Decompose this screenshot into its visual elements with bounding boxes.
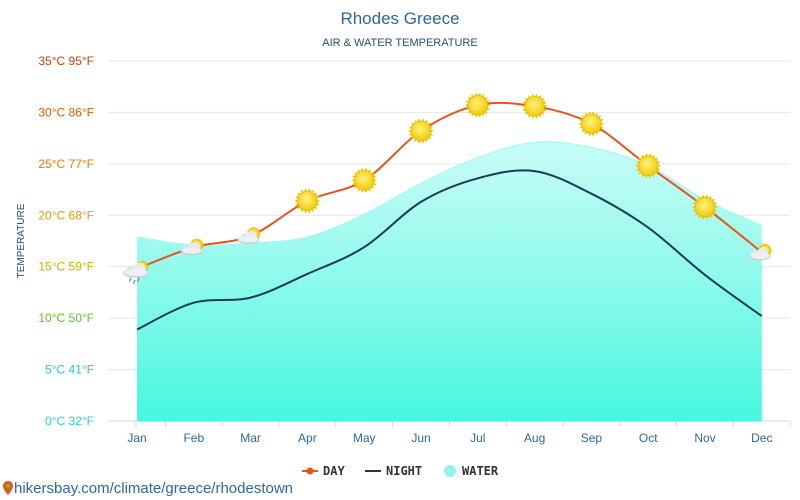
y-tick-label: 30°C 86°F bbox=[38, 105, 94, 119]
chart-subtitle: AIR & WATER TEMPERATURE bbox=[322, 37, 477, 49]
sun-icon bbox=[578, 111, 605, 137]
sun-cloud-icon bbox=[237, 226, 261, 244]
sun-icon bbox=[294, 188, 321, 214]
x-tick-label: Aug bbox=[524, 431, 545, 445]
x-tick-label: Sep bbox=[581, 431, 603, 445]
source-link[interactable]: hikersbay.com/climate/greece/rhodestown bbox=[3, 480, 293, 497]
x-tick-label: Jul bbox=[470, 431, 485, 445]
legend: DAY NIGHT WATER bbox=[302, 464, 499, 478]
sun-icon bbox=[408, 118, 434, 144]
chart-title: Rhodes Greece bbox=[340, 9, 459, 28]
legend-item-day[interactable]: DAY bbox=[302, 464, 345, 478]
cloud-rain-sun-icon bbox=[123, 260, 149, 284]
x-axis: Jan Feb Mar Apr May Jun Jul Aug Sep Oct Nov Dec bbox=[127, 421, 791, 445]
y-tick-label: 35°C 95°F bbox=[38, 54, 94, 68]
legend-day-label: DAY bbox=[323, 464, 345, 478]
x-tick-label: Jan bbox=[127, 431, 146, 445]
source-url: hikersbay.com/climate/greece/rhodestown bbox=[14, 480, 294, 497]
legend-day-marker bbox=[306, 467, 314, 475]
sun-icon bbox=[692, 194, 718, 220]
x-tick-label: Mar bbox=[240, 431, 261, 445]
night-series-line bbox=[136, 169, 763, 331]
y-tick-label: 0°C 32°F bbox=[45, 414, 94, 428]
x-tick-label: Nov bbox=[694, 431, 715, 445]
sun-cloud-icon bbox=[748, 243, 773, 261]
x-tick-label: Jun bbox=[411, 431, 430, 445]
legend-item-night[interactable]: NIGHT bbox=[365, 464, 422, 478]
sun-icon bbox=[351, 167, 377, 193]
y-axis: 0°C 32°F 5°C 41°F 10°C 50°F 15°C 59°F 20°C 6… bbox=[38, 54, 94, 428]
location-pin-icon bbox=[3, 481, 13, 495]
x-tick-label: Oct bbox=[639, 431, 658, 445]
y-tick-label: 10°C 50°F bbox=[38, 311, 94, 325]
water-area bbox=[136, 141, 763, 421]
legend-item-water[interactable]: WATER bbox=[444, 464, 499, 478]
weather-icons bbox=[123, 92, 773, 284]
sun-icon bbox=[635, 153, 661, 179]
y-tick-label: 20°C 68°F bbox=[38, 208, 94, 222]
x-tick-label: Dec bbox=[751, 431, 772, 445]
legend-water-label: WATER bbox=[462, 464, 499, 478]
legend-water-marker bbox=[444, 465, 456, 477]
y-tick-label: 5°C 41°F bbox=[45, 363, 94, 377]
water-series-area bbox=[137, 141, 762, 421]
y-tick-label: 25°C 77°F bbox=[38, 157, 94, 171]
y-tick-label: 15°C 59°F bbox=[38, 260, 94, 274]
sun-icon bbox=[465, 92, 491, 118]
legend-night-label: NIGHT bbox=[386, 464, 422, 478]
sun-icon bbox=[521, 93, 548, 119]
x-tick-label: Apr bbox=[298, 431, 317, 445]
y-axis-label: TEMPERATURE bbox=[16, 203, 27, 278]
x-tick-label: Feb bbox=[183, 431, 204, 445]
x-tick-label: May bbox=[353, 431, 376, 445]
sun-cloud-icon bbox=[180, 237, 205, 256]
